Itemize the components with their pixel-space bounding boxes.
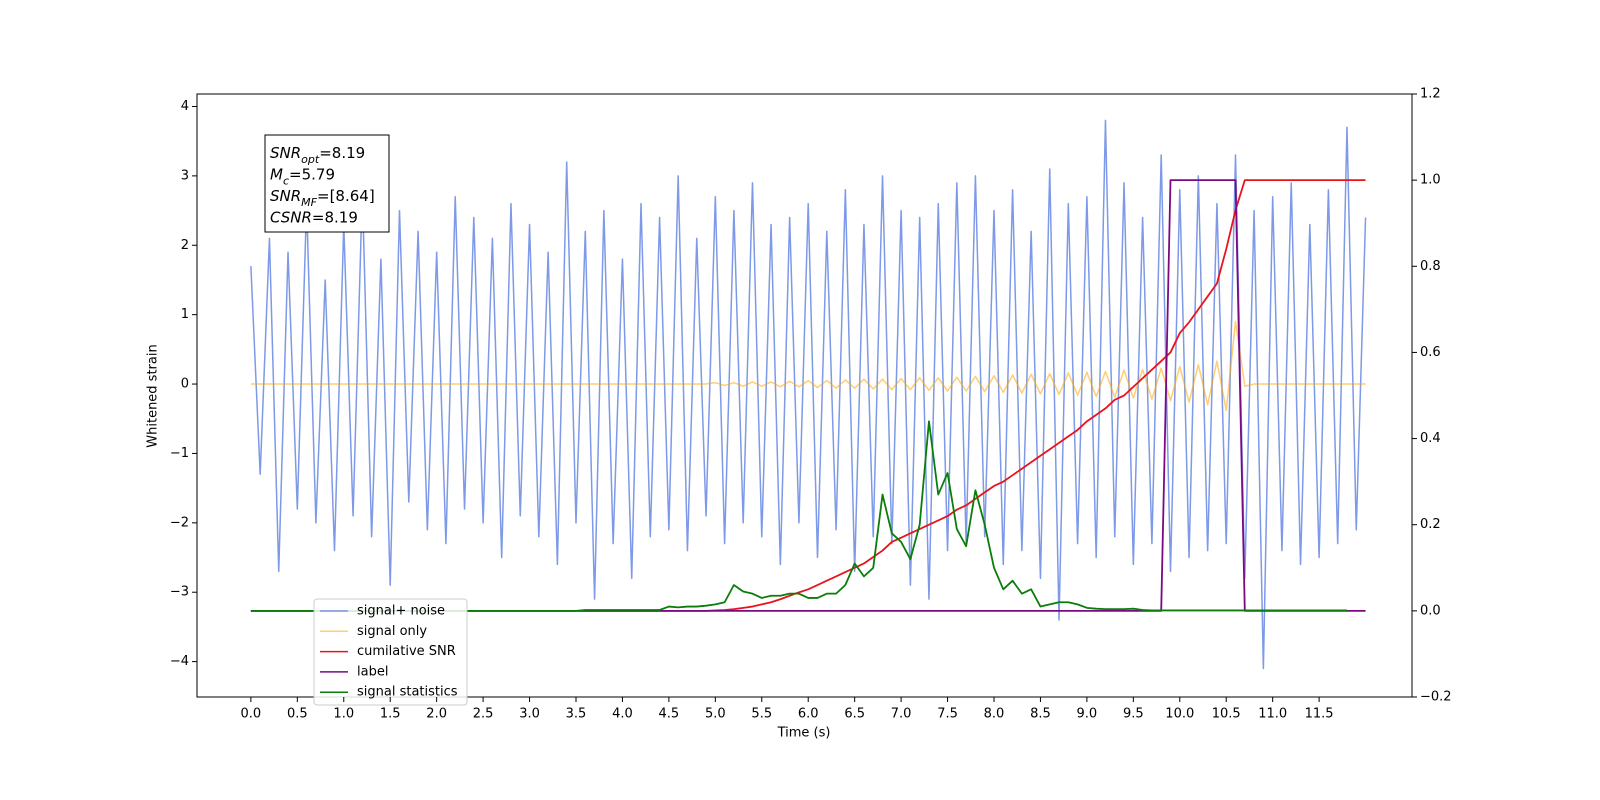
axes-frame bbox=[196, 93, 1413, 698]
y2-tick-label: 0.0 bbox=[1420, 603, 1441, 618]
y-tick-label: −3 bbox=[170, 585, 189, 600]
x-tick-label: 7.0 bbox=[891, 707, 912, 722]
x-tick-label: 10.0 bbox=[1165, 707, 1194, 722]
legend-label: label bbox=[357, 664, 388, 679]
x-tick-label: 9.0 bbox=[1077, 707, 1098, 722]
x-tick-label: 5.0 bbox=[705, 707, 726, 722]
y-tick-label: 3 bbox=[181, 168, 189, 183]
annotation-value: =5.79 bbox=[289, 165, 335, 183]
annotation-text: SNRMF=[8.64] bbox=[270, 187, 375, 209]
y-tick-label: −2 bbox=[170, 515, 189, 530]
x-tick-label: 10.5 bbox=[1212, 707, 1241, 722]
x-tick-label: 3.5 bbox=[566, 707, 587, 722]
annotation-subscript: c bbox=[283, 174, 289, 187]
legend: signal+ noise signal only cumilative SNR la… bbox=[313, 598, 468, 706]
annotation-value: =[8.64] bbox=[317, 187, 375, 205]
annotation-frame bbox=[264, 134, 390, 233]
annotation-text: SNRopt=8.19 bbox=[270, 144, 365, 166]
legend-label: signal statistics bbox=[357, 685, 458, 700]
x-tick-label: 0.5 bbox=[287, 707, 308, 722]
y2-tick-label: 0.4 bbox=[1420, 431, 1441, 446]
y2-tick-label: 0.2 bbox=[1420, 517, 1441, 532]
x-tick-label: 1.0 bbox=[333, 707, 354, 722]
legend-frame bbox=[313, 598, 468, 706]
x-tick-label: 2.5 bbox=[473, 707, 494, 722]
annotation-text: CSNR=8.19 bbox=[270, 208, 358, 226]
x-tick-label: 4.5 bbox=[659, 707, 680, 722]
annotation-symbol: M bbox=[270, 165, 283, 183]
y-tick-label: −4 bbox=[170, 654, 189, 669]
y2-tick-label: 0.6 bbox=[1420, 345, 1441, 360]
y2-tick-label: 1.2 bbox=[1420, 87, 1441, 102]
y-tick-label: 2 bbox=[181, 238, 189, 253]
annotation-text: Mc=5.79 bbox=[270, 165, 335, 187]
x-tick-label: 3.0 bbox=[519, 707, 540, 722]
series-line bbox=[250, 119, 1367, 670]
x-tick-label: 4.0 bbox=[612, 707, 633, 722]
x-tick-label: 6.0 bbox=[798, 707, 819, 722]
annotation-subscript: MF bbox=[301, 196, 317, 209]
x-axis-label: Time (s) bbox=[777, 726, 831, 741]
y2-tick-label: 0.8 bbox=[1420, 259, 1441, 274]
series-line bbox=[250, 320, 1366, 412]
x-tick-label: 9.5 bbox=[1123, 707, 1144, 722]
y2-tick-label: 1.0 bbox=[1420, 173, 1441, 188]
legend-label: signal only bbox=[357, 624, 427, 639]
y-tick-label: −1 bbox=[170, 446, 189, 461]
x-tick-label: 8.0 bbox=[984, 707, 1005, 722]
x-tick-label: 7.5 bbox=[937, 707, 958, 722]
legend-label: signal+ noise bbox=[357, 604, 445, 619]
annotation-symbol: SNR bbox=[270, 187, 301, 205]
annotation-symbol: CSNR bbox=[270, 208, 312, 226]
y-axis-label: Whitened strain bbox=[146, 344, 161, 447]
x-tick-label: 2.0 bbox=[426, 707, 447, 722]
annotation-symbol: SNR bbox=[270, 144, 301, 162]
annotation-value: =8.19 bbox=[312, 208, 358, 226]
x-tick-label: 5.5 bbox=[751, 707, 772, 722]
y-tick-label: 1 bbox=[181, 307, 189, 322]
x-tick-label: 0.0 bbox=[241, 707, 262, 722]
x-tick-label: 1.5 bbox=[380, 707, 401, 722]
x-tick-label: 6.5 bbox=[844, 707, 865, 722]
x-tick-label: 11.5 bbox=[1305, 707, 1334, 722]
y-tick-label: 0 bbox=[181, 377, 189, 392]
legend-label: cumilative SNR bbox=[357, 644, 456, 659]
annotation-value: =8.19 bbox=[319, 144, 365, 162]
y2-tick-label: −0.2 bbox=[1420, 690, 1452, 705]
annotation-subscript: opt bbox=[301, 153, 320, 166]
y-tick-label: 4 bbox=[181, 99, 189, 114]
x-tick-label: 8.5 bbox=[1030, 707, 1051, 722]
x-tick-label: 11.0 bbox=[1258, 707, 1287, 722]
